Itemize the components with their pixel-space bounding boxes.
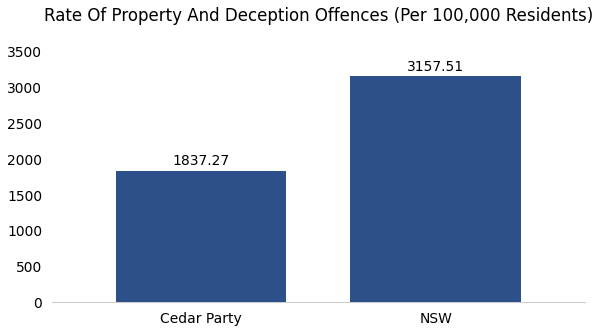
Text: 1837.27: 1837.27 — [172, 154, 230, 168]
Bar — [116, 171, 287, 302]
Bar — [350, 77, 521, 302]
Text: 3157.51: 3157.51 — [407, 60, 464, 74]
Title: Rate Of Property And Deception Offences (Per 100,000 Residents): Rate Of Property And Deception Offences … — [44, 7, 592, 25]
